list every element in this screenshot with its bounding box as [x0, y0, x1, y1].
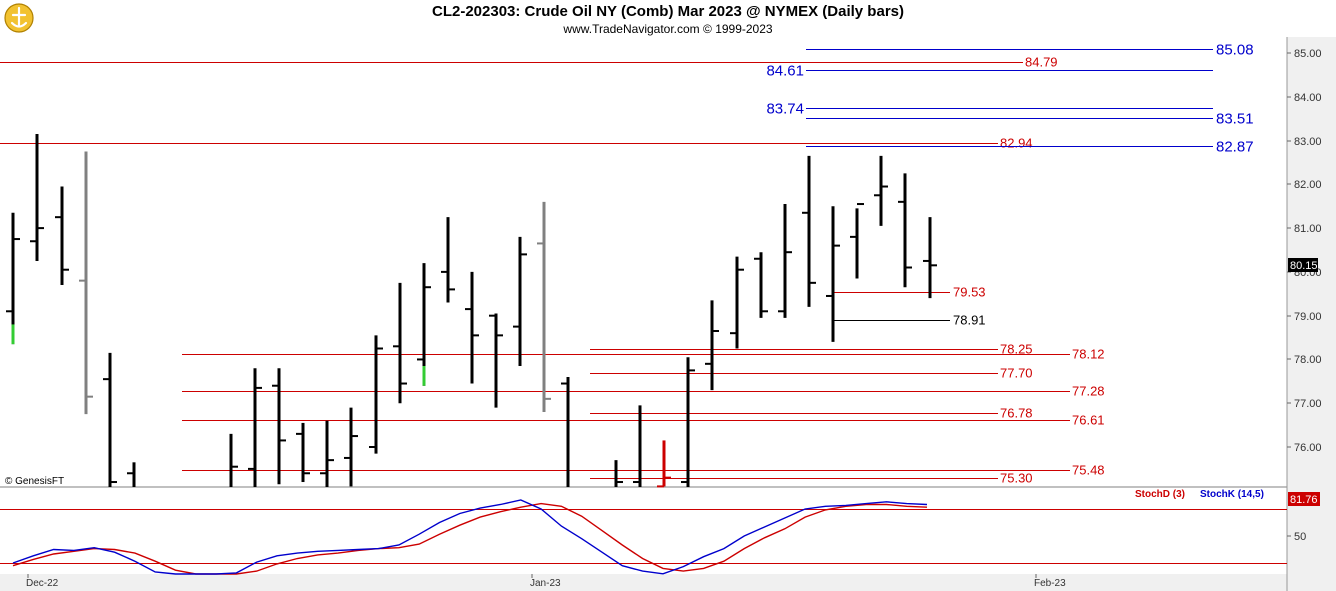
indicator-header-strip	[0, 488, 1287, 496]
chart-header: CL2-202303: Crude Oil NY (Comb) Mar 2023…	[0, 0, 1336, 37]
level-label: 82.87	[1216, 139, 1254, 156]
level-label: 76.78	[1000, 406, 1033, 421]
date-label: Feb-23	[1034, 578, 1066, 589]
stoch-series-line	[12, 499, 928, 575]
date-label: Jan-23	[530, 578, 561, 589]
level-label: 82.94	[1000, 136, 1033, 151]
level-label: 83.51	[1216, 111, 1254, 128]
stoch-last-marker	[1288, 492, 1320, 506]
price-tick-label: 82.00	[1294, 179, 1322, 191]
price-bars	[6, 133, 937, 488]
level-label: 84.61	[766, 63, 804, 80]
chart-background	[0, 37, 1287, 487]
price-axis: 85.0084.0083.0082.0081.0080.0079.0078.00…	[1287, 48, 1322, 454]
trade-navigator-logo-icon	[4, 3, 34, 33]
price-tick-label: 81.00	[1294, 223, 1322, 235]
price-tick-label: 77.00	[1294, 398, 1322, 410]
price-tick-label: 85.00	[1294, 48, 1322, 60]
last-price-label: 80.15	[1290, 260, 1318, 272]
level-label: 77.28	[1072, 384, 1105, 399]
stochastic-panel: 50 81.76	[0, 492, 1320, 575]
stochd-legend: StochD (3)	[1135, 489, 1185, 500]
level-label: 83.74	[766, 101, 804, 118]
level-label: 78.25	[1000, 342, 1033, 357]
price-tick-label: 79.00	[1294, 311, 1322, 323]
price-tick-label: 84.00	[1294, 92, 1322, 104]
level-label: 76.61	[1072, 413, 1105, 428]
stoch-last-label: 81.76	[1290, 494, 1318, 506]
level-label: 75.48	[1072, 463, 1105, 478]
price-tick-label: 76.00	[1294, 442, 1322, 454]
date-label: Dec-22	[26, 578, 59, 589]
date-axis: Dec-22 Jan-23 Feb-23	[26, 574, 1066, 589]
price-tick-label: 83.00	[1294, 136, 1322, 148]
level-label: 84.79	[1025, 55, 1058, 70]
level-label: 85.08	[1216, 42, 1254, 59]
chart-title: CL2-202303: Crude Oil NY (Comb) Mar 2023…	[432, 3, 904, 20]
stoch-tick-label: 50	[1294, 531, 1306, 543]
stoch-series-line	[12, 502, 928, 575]
stochk-legend: StochK (14,5)	[1200, 489, 1264, 500]
level-label: 79.53	[953, 285, 986, 300]
level-label: 77.70	[1000, 366, 1033, 381]
price-levels: 85.08 84.79 84.61 83.74 83.51 82.94 82.87 79.53…	[0, 42, 1254, 486]
bottom-axis-panel	[0, 574, 1287, 591]
level-label: 78.91	[953, 313, 986, 328]
last-price-marker	[1288, 258, 1318, 272]
price-tick-label: 78.00	[1294, 354, 1322, 366]
level-label: 78.12	[1072, 347, 1105, 362]
watermark: © GenesisFT	[5, 476, 64, 487]
chart-subtitle: www.TradeNavigator.com © 1999-2023	[563, 22, 773, 36]
level-label: 75.30	[1000, 471, 1033, 486]
